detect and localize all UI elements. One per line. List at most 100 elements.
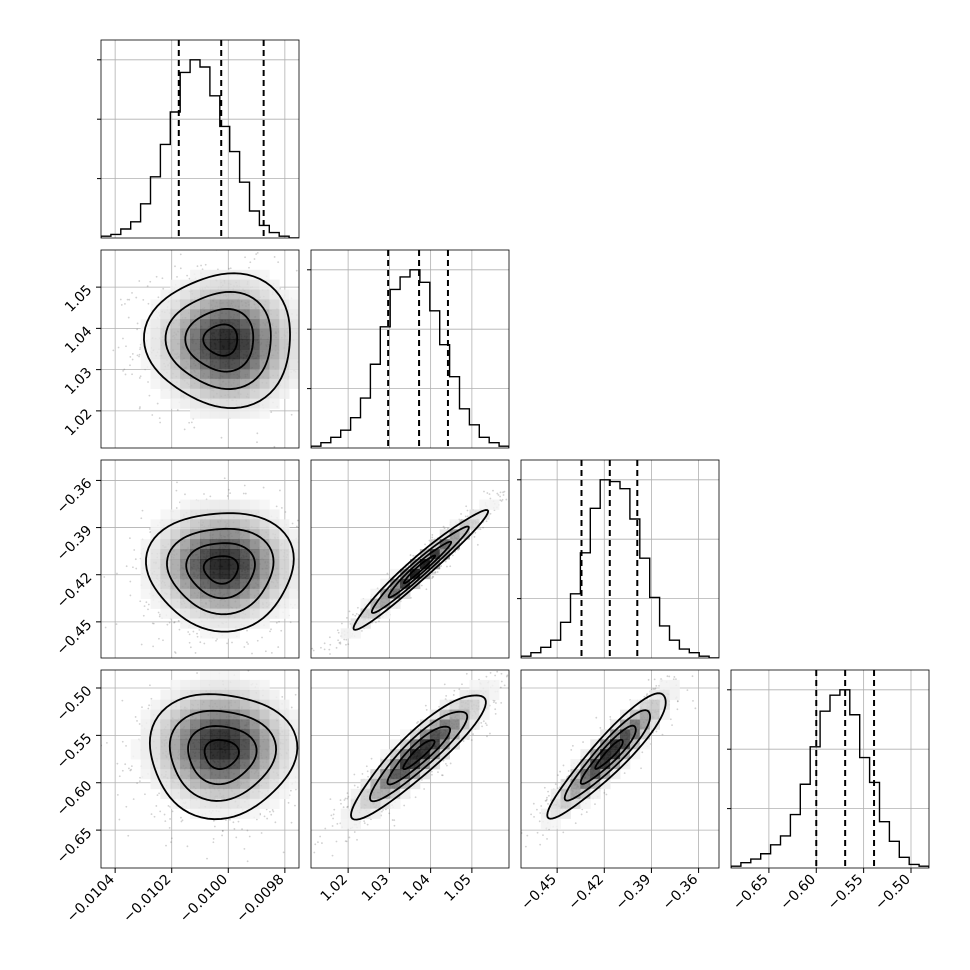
scatter-point xyxy=(177,619,180,622)
scatter-point xyxy=(432,576,435,578)
density-cell xyxy=(249,368,260,380)
scatter-point xyxy=(281,695,284,698)
density-cell xyxy=(239,378,250,389)
density-cell xyxy=(340,628,351,639)
density-cell xyxy=(150,539,161,550)
density-cell xyxy=(170,339,181,350)
density-cell xyxy=(160,509,171,520)
scatter-point xyxy=(212,841,215,844)
density-cell xyxy=(200,388,211,399)
density-cell xyxy=(289,598,299,609)
density-cell xyxy=(249,309,260,320)
density-cell xyxy=(289,358,299,370)
scatter-point xyxy=(444,560,447,563)
scatter-point xyxy=(312,649,315,652)
density-cell xyxy=(249,269,260,281)
scatter-point xyxy=(300,584,302,586)
scatter-point xyxy=(151,622,154,625)
density-cell xyxy=(239,588,250,599)
scatter-point xyxy=(149,684,151,687)
density-cell xyxy=(229,279,240,290)
scatter-point xyxy=(431,534,434,536)
density-cell xyxy=(190,559,201,570)
scatter-point xyxy=(174,265,176,268)
density-cell xyxy=(160,358,171,370)
scatter-point xyxy=(328,648,331,651)
scatter-point xyxy=(302,320,304,322)
density-cell xyxy=(160,689,171,701)
scatter-point xyxy=(204,263,207,266)
scatter-point xyxy=(273,256,276,258)
scatter-point xyxy=(227,488,230,491)
density-cell xyxy=(200,499,211,510)
scatter-point xyxy=(163,813,166,816)
scatter-point xyxy=(131,373,133,376)
scatter-point xyxy=(270,411,273,414)
scatter-point xyxy=(184,493,186,496)
density-cell xyxy=(170,349,181,360)
scatter-point xyxy=(440,565,443,567)
scatter-point xyxy=(146,285,149,288)
density-cell xyxy=(209,519,221,530)
scatter-point xyxy=(499,491,502,494)
scatter-point xyxy=(354,614,357,617)
density-cell xyxy=(449,529,460,540)
contour-line xyxy=(164,290,272,390)
scatter-point xyxy=(103,576,106,578)
density-cell xyxy=(170,729,181,740)
scatter-point xyxy=(266,817,269,820)
density-cell xyxy=(269,339,280,350)
scatter-point xyxy=(356,606,359,609)
density-cell xyxy=(279,319,290,330)
density-cell xyxy=(289,578,299,590)
density-cell xyxy=(429,539,441,550)
scatter-point xyxy=(345,638,348,641)
scatter-point xyxy=(226,495,229,497)
scatter-point xyxy=(132,798,135,801)
density-cell xyxy=(449,539,460,550)
density-cell xyxy=(150,319,161,330)
density-cell xyxy=(289,289,299,300)
density-cell xyxy=(150,578,161,590)
density-cell xyxy=(170,749,181,760)
scatter-point xyxy=(201,268,204,271)
density-cell xyxy=(289,378,299,389)
contour-line xyxy=(202,555,239,585)
density-cell xyxy=(190,398,201,409)
scatter-point xyxy=(168,826,171,829)
scatter-point xyxy=(194,652,197,654)
scatter-point xyxy=(158,637,160,640)
density-cell xyxy=(190,388,201,399)
density-cell xyxy=(200,598,211,609)
density-cell xyxy=(249,598,260,609)
scatter-point xyxy=(125,805,128,808)
density-cell xyxy=(190,509,201,520)
scatter-point xyxy=(337,639,340,642)
scatter-point xyxy=(295,269,298,272)
density-cell xyxy=(150,358,161,370)
scatter-point xyxy=(124,303,126,305)
density-cell xyxy=(249,339,260,350)
density-cell xyxy=(249,519,260,530)
contour-line xyxy=(185,542,256,600)
scatter-point xyxy=(338,641,341,644)
density-cell xyxy=(279,289,290,300)
density-cell xyxy=(180,568,191,580)
scatter-point xyxy=(337,631,340,634)
scatter-point xyxy=(136,782,139,785)
contour-line xyxy=(352,509,490,631)
density-cell xyxy=(150,368,161,380)
density-cell xyxy=(150,529,161,540)
scatter-point xyxy=(134,558,137,561)
density-panel-1-3 xyxy=(100,459,302,659)
scatter-point xyxy=(188,633,191,636)
scatter-point xyxy=(305,268,307,270)
density-cell xyxy=(219,349,231,360)
density-cell xyxy=(160,559,171,570)
density-cell xyxy=(160,778,171,790)
density-cell xyxy=(229,388,240,399)
density-cell xyxy=(190,319,201,330)
density-cell xyxy=(249,549,260,560)
density-cell xyxy=(229,358,240,370)
density-cell xyxy=(209,319,221,330)
